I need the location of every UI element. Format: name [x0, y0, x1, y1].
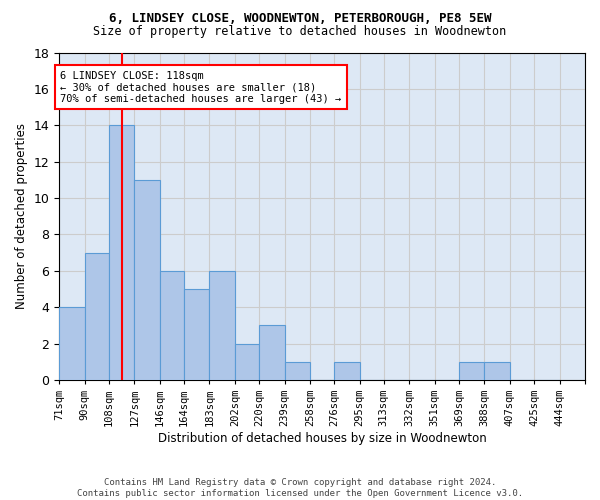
Bar — [235, 344, 259, 380]
Bar — [85, 252, 109, 380]
Bar — [284, 362, 310, 380]
Bar — [459, 362, 484, 380]
Bar — [259, 326, 284, 380]
Bar — [134, 180, 160, 380]
Y-axis label: Number of detached properties: Number of detached properties — [15, 123, 28, 309]
Bar — [484, 362, 510, 380]
Bar — [160, 271, 184, 380]
X-axis label: Distribution of detached houses by size in Woodnewton: Distribution of detached houses by size … — [158, 432, 487, 445]
Text: 6 LINDSEY CLOSE: 118sqm
← 30% of detached houses are smaller (18)
70% of semi-de: 6 LINDSEY CLOSE: 118sqm ← 30% of detache… — [61, 70, 342, 104]
Bar — [209, 271, 235, 380]
Text: Size of property relative to detached houses in Woodnewton: Size of property relative to detached ho… — [94, 25, 506, 38]
Bar — [184, 289, 209, 380]
Bar — [334, 362, 359, 380]
Text: 6, LINDSEY CLOSE, WOODNEWTON, PETERBOROUGH, PE8 5EW: 6, LINDSEY CLOSE, WOODNEWTON, PETERBOROU… — [109, 12, 491, 26]
Text: Contains HM Land Registry data © Crown copyright and database right 2024.
Contai: Contains HM Land Registry data © Crown c… — [77, 478, 523, 498]
Bar — [109, 126, 134, 380]
Bar — [59, 307, 85, 380]
